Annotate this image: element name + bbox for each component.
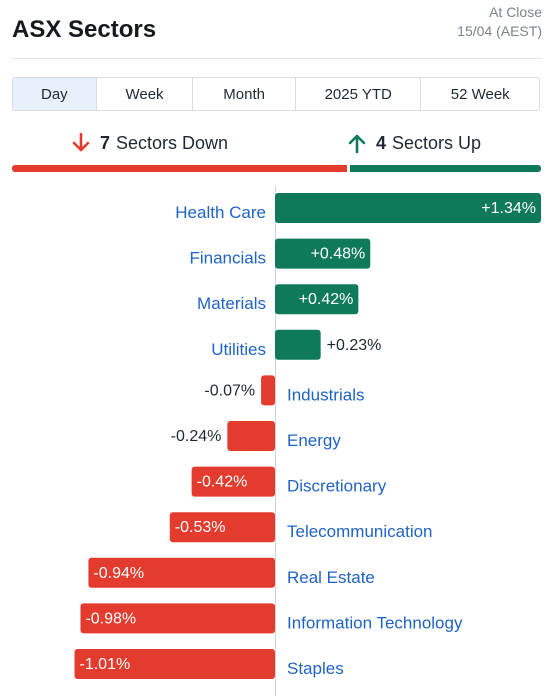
bar-information-technology [80, 603, 276, 634]
sector-bar-chart: +1.34% Health Care +0.48% Financials +0.42% M… [74, 186, 541, 696]
category-link-health-care[interactable]: Health Care [175, 203, 266, 222]
sectors-down-summary: 7 Sectors Down [70, 132, 228, 154]
value-label-staples: -1.01% [80, 656, 131, 673]
sectors-up-count: 4 [376, 132, 387, 153]
tab-52-week[interactable]: 52 Week [450, 85, 510, 103]
value-label-real-estate: -0.94% [93, 565, 144, 582]
as-of-status: At Close [489, 4, 542, 20]
arrow-up-icon [348, 134, 366, 154]
value-label-financials: +0.48% [311, 246, 366, 263]
category-link-discretionary[interactable]: Discretionary [287, 477, 387, 496]
sectors-up-ratio-bar [350, 165, 541, 172]
category-link-staples[interactable]: Staples [287, 659, 344, 678]
tab-month[interactable]: Month [193, 78, 296, 110]
sectors-down-text: Sectors Down [116, 132, 229, 153]
value-label-discretionary: -0.42% [197, 474, 248, 491]
value-label-telecommunication: -0.53% [175, 519, 226, 536]
bar-health-care [275, 193, 541, 223]
tab-2025-ytd[interactable]: 2025 YTD [296, 78, 422, 110]
category-link-energy[interactable]: Energy [287, 431, 341, 450]
tab-week[interactable]: Week [97, 78, 194, 110]
value-label-information-technology: -0.98% [85, 610, 136, 627]
value-label-industrials: -0.07% [204, 382, 255, 399]
tab-day[interactable]: Day [13, 78, 97, 110]
value-label-utilities: +0.23% [327, 337, 382, 354]
value-label-energy: -0.24% [171, 428, 222, 445]
period-tabs: Day Week Month 2025 YTD 52 Week [12, 77, 540, 111]
bar-telecommunication [169, 512, 275, 543]
bar-utilities [275, 329, 321, 360]
as-of-timestamp: At Close 15/04 (AEST) [457, 3, 542, 41]
sectors-down-count: 7 [100, 132, 111, 153]
category-link-telecommunication[interactable]: Telecommunication [287, 522, 433, 541]
category-link-real-estate[interactable]: Real Estate [287, 568, 375, 587]
category-link-materials[interactable]: Materials [197, 294, 266, 313]
sectors-down-ratio-bar [12, 165, 347, 172]
page-title: ASX Sectors [12, 16, 157, 43]
bar-staples [74, 649, 275, 679]
bar-real-estate [88, 557, 275, 588]
category-link-industrials[interactable]: Industrials [287, 385, 364, 404]
as-of-date: 15/04 (AEST) [457, 23, 542, 39]
header: ASX Sectors At Close 15/04 (AEST) [12, 0, 542, 59]
category-link-utilities[interactable]: Utilities [211, 340, 266, 359]
bar-financials [275, 238, 371, 269]
category-link-financials[interactable]: Financials [189, 249, 266, 268]
arrow-down-icon [72, 132, 90, 152]
bar-materials [275, 284, 359, 315]
value-label-health-care: +1.34% [481, 200, 536, 217]
bar-energy [227, 421, 275, 451]
category-link-information-technology[interactable]: Information Technology [287, 613, 463, 632]
value-label-materials: +0.42% [299, 291, 354, 308]
sectors-up-text: Sectors Up [392, 132, 482, 153]
bar-discretionary [191, 466, 275, 497]
sectors-up-summary: 4 Sectors Up [346, 132, 481, 154]
bar-industrials [261, 375, 275, 406]
